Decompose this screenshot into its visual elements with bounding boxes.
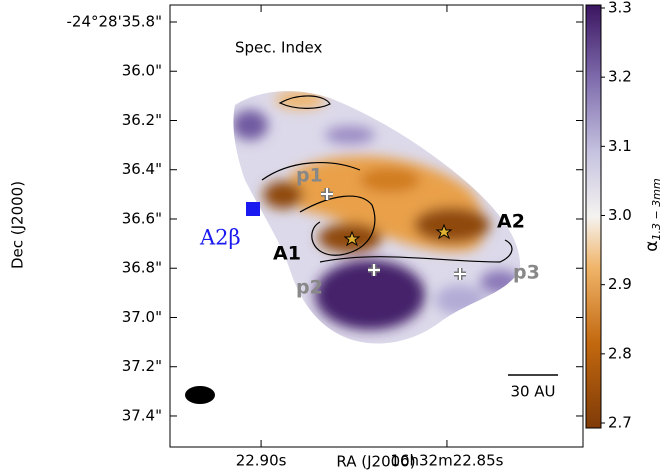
y-tick-label: 36.2" [122, 111, 162, 129]
colorbar-tick-label: 2.8 [608, 344, 632, 362]
annotation: p2 [296, 277, 323, 299]
y-tick-label: 36.4" [122, 160, 162, 178]
colorbar-tick-label: 3.0 [608, 206, 632, 224]
markers [185, 188, 558, 404]
x-tick-label: 16h32m22.85s [390, 452, 503, 470]
colorbar-tick-label: 3.1 [608, 137, 632, 155]
colorbar-symbol: α [642, 240, 662, 251]
scale-label: 30 AU [510, 383, 555, 401]
y-tick-label: -24°28'35.8" [66, 12, 162, 30]
annotation: A2 [497, 211, 525, 233]
map-title: Spec. Index [235, 39, 322, 57]
annotation: p3 [513, 262, 540, 284]
annotation: A1 [273, 243, 301, 265]
y-tick-label: 36.8" [122, 259, 162, 277]
y-tick-label: 36.6" [122, 209, 162, 227]
y-axis-label: Dec (J2000) [9, 181, 27, 269]
beam [185, 386, 215, 404]
x-tick-label: 22.90s [236, 452, 287, 470]
y-tick-label: 37.4" [122, 406, 162, 424]
colorbar-subscript: 1.3 − 3mm [650, 178, 663, 240]
colorbar-tick-label: 2.7 [608, 414, 632, 432]
annotation: p1 [296, 165, 323, 187]
y-tick-label: 37.2" [122, 357, 162, 375]
y-tick-label: 36.0" [122, 62, 162, 80]
colorbar-tick-label: 3.3 [608, 0, 632, 17]
colorbar-tick-label: 2.9 [608, 275, 632, 293]
y-tick-label: 37.0" [122, 308, 162, 326]
annotation: A2β [199, 226, 241, 250]
colorbar-tick-label: 3.2 [608, 68, 632, 86]
x-axis-label: RA (J2000) [336, 453, 415, 471]
colorbar-label: α1.3 − 3mm [642, 178, 663, 251]
colorbar [585, 4, 602, 429]
